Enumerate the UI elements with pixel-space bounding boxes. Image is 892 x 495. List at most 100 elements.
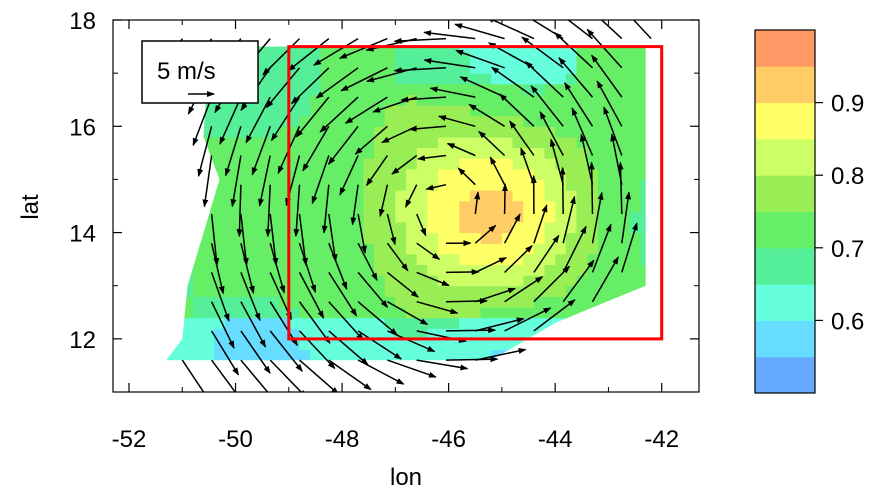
- field-cell: [523, 51, 535, 64]
- field-cell: [608, 115, 620, 127]
- field-cell: [352, 317, 364, 329]
- field-cell: [203, 253, 215, 265]
- field-cell: [523, 136, 535, 149]
- field-cell: [374, 328, 386, 340]
- wind-arrow: [474, 224, 497, 244]
- field-cell: [459, 147, 471, 159]
- field-cell: [352, 46, 364, 53]
- field-cell: [619, 349, 631, 361]
- field-cell: [203, 307, 215, 319]
- x-tick-label: -50: [218, 426, 253, 453]
- wind-arrow: [533, 204, 548, 244]
- field-cell: [256, 317, 269, 329]
- field-cell: [395, 264, 407, 276]
- field-cell: [278, 307, 290, 319]
- field-cell: [299, 264, 311, 276]
- field-cell: [352, 338, 364, 351]
- wind-arrow: [603, 106, 623, 156]
- wind-arrow: [236, 184, 243, 238]
- field-cell: [598, 31, 609, 42]
- field-cell: [299, 296, 311, 308]
- colorbar-tick-label: 0.8: [831, 163, 864, 190]
- field-cell: [523, 179, 535, 191]
- field-cell: [416, 307, 428, 319]
- field-cell: [448, 349, 460, 361]
- wind-arrow: [265, 67, 301, 109]
- field-cell: [161, 20, 172, 31]
- field-cell: [576, 147, 588, 159]
- field-cell: [608, 221, 620, 234]
- field-cell: [427, 136, 439, 149]
- vector-legend: 5 m/s: [141, 40, 259, 104]
- field-cell: [342, 136, 354, 149]
- field-cell: [384, 264, 396, 276]
- wind-arrow: [298, 301, 331, 345]
- field-cell: [235, 232, 247, 244]
- field-cell: [555, 360, 566, 371]
- field-cell: [384, 338, 396, 351]
- field-cell: [246, 211, 258, 223]
- field-cell: [278, 264, 290, 276]
- field-cell: [512, 147, 524, 159]
- field-cell: [267, 285, 279, 297]
- field-cell: [267, 338, 279, 351]
- field-cell: [310, 232, 322, 244]
- field-cell: [544, 46, 556, 53]
- field-cell: [214, 264, 226, 276]
- wind-arrow: [344, 96, 388, 124]
- field-cell: [619, 105, 631, 117]
- wind-arrow: [429, 86, 476, 98]
- field-cell: [299, 307, 311, 319]
- field-cell: [608, 317, 620, 329]
- field-cell: [331, 349, 343, 361]
- field-cell: [555, 232, 567, 244]
- field-cell: [544, 264, 556, 276]
- field-cell: [310, 200, 322, 212]
- field-cell: [374, 243, 386, 255]
- field-cell: [235, 168, 247, 180]
- wind-arrow: [423, 58, 476, 69]
- field-cell: [374, 20, 385, 31]
- field-cell: [587, 338, 599, 351]
- wind-arrow: [445, 298, 488, 305]
- field-cell: [501, 296, 514, 308]
- axis-ticks: -52 -50 -48 -46 -44 -42 12 14 16 18: [69, 8, 699, 453]
- field-cell: [150, 339, 161, 350]
- field-cell: [192, 296, 205, 308]
- field-cell: [597, 46, 610, 53]
- field-cell: [150, 318, 161, 329]
- field-cell: [576, 211, 588, 223]
- field-cell: [150, 31, 161, 42]
- field-cell: [619, 275, 631, 287]
- field-cell: [256, 46, 269, 53]
- x-axis-title: lon: [390, 464, 422, 491]
- field-cell: [246, 115, 258, 127]
- field-cell: [491, 338, 503, 351]
- field-cell: [150, 211, 161, 222]
- y-tick-label: 14: [69, 221, 96, 248]
- wind-arrow: [258, 155, 271, 207]
- field-cell: [192, 328, 205, 340]
- field-cell: [299, 221, 311, 234]
- field-cell: [427, 349, 439, 361]
- field-cell: [512, 158, 524, 170]
- wind-arrow: [290, 67, 330, 105]
- field-cell: [182, 285, 194, 297]
- field-cell: [438, 349, 450, 361]
- field-cell: [385, 31, 396, 42]
- field-cell: [448, 200, 460, 212]
- field-cell: [491, 307, 503, 319]
- field-cell: [576, 307, 588, 319]
- field-cell: [192, 211, 205, 223]
- field-cell: [629, 232, 641, 244]
- field-cell: [246, 349, 258, 361]
- wind-arrow: [240, 213, 249, 267]
- field-cell: [352, 349, 364, 361]
- field-cell: [161, 360, 172, 371]
- field-cell: [469, 221, 482, 234]
- field-cell: [416, 296, 428, 308]
- field-cell: [577, 360, 588, 371]
- field-cell: [166, 136, 173, 149]
- field-cell: [395, 158, 407, 170]
- field-cell: [374, 62, 386, 74]
